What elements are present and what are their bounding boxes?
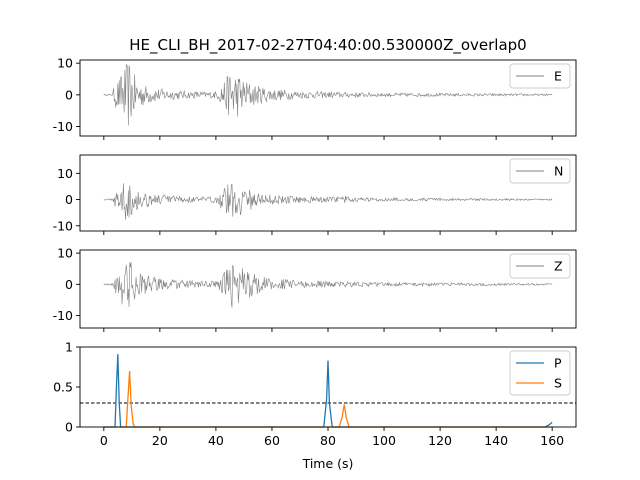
x-tick-label: 20 [152,433,168,448]
x-axis-label: Time (s) [302,456,354,471]
waveform-N [103,183,553,220]
x-tick-label: 120 [428,433,452,448]
x-tick-label: 140 [484,433,508,448]
y-tick-label: 10 [57,56,73,71]
panel-2: -10 0 10 N [53,154,577,235]
legend: N [509,158,571,184]
x-tick-label: 160 [540,433,564,448]
x-tick-label: 100 [372,433,396,448]
y-tick-label: 0 [65,192,73,207]
panel-4: 0 0.5 1 0 20 40 60 80 100 120 140 160 PS [53,340,577,448]
chart-title: HE_CLI_BH_2017-02-27T04:40:00.530000Z_ov… [129,36,526,55]
legend-label-E: E [554,69,562,84]
panel-1: -10 0 10 E [53,56,577,140]
y-tick-label: -10 [53,218,73,233]
x-tick-label: 60 [264,433,280,448]
y-tick-label: 10 [57,166,73,181]
legend-label-P: P [554,356,562,371]
legend-label-N: N [554,164,563,179]
y-tick-label: 0 [65,420,73,435]
x-tick-label: 0 [100,433,108,448]
x-tick-label: 80 [320,433,336,448]
waveform-Z [103,261,553,308]
y-tick-label: -10 [53,308,73,323]
legend: E [509,63,571,89]
legend: Z [509,253,571,279]
panel-frame [79,249,577,329]
waveform-E [103,64,553,126]
panel-frame [79,346,577,428]
legend-label-S: S [554,376,562,391]
legend-label-Z: Z [554,259,563,274]
x-tick-label: 40 [208,433,224,448]
panel-frame [79,154,577,232]
y-tick-label: -10 [53,119,73,134]
prob-line-P [103,354,553,428]
y-tick-label: 0 [65,87,73,102]
y-tick-label: 1 [65,340,73,355]
y-tick-label: 10 [57,246,73,261]
panel-3: -10 0 10 Z [53,246,577,332]
y-tick-label: 0.5 [53,380,73,395]
y-tick-label: 0 [65,277,73,292]
legend-box [509,350,571,396]
legend: PS [509,350,571,396]
